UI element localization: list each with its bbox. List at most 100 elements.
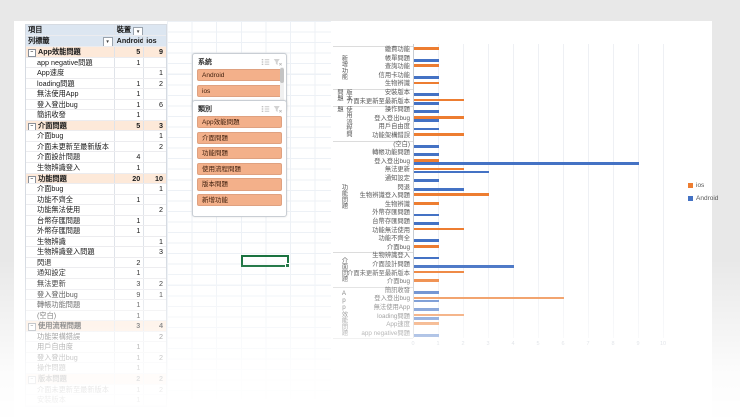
pivot-row[interactable]: −介面bug 1 [26,131,166,142]
device-filter-dropdown[interactable]: ▼ [133,27,144,35]
selected-cell[interactable] [241,255,290,268]
chart-bar-android[interactable] [414,119,439,122]
pivot-row[interactable]: −安裝版本 1 [26,395,166,406]
pivot-row[interactable]: −生物辨識登入問題 3 [26,247,166,258]
pivot-row[interactable]: − 功能問題 20 10 [26,173,166,185]
fill-handle[interactable] [284,262,290,268]
pivot-row[interactable]: − 使用流程問題 3 4 [26,321,166,332]
pivot-row[interactable]: −介面設計問題 4 [26,152,166,164]
scrollbar-thumb[interactable] [280,68,284,83]
pivot-row[interactable]: −台幣存匯問題 1 [26,215,166,227]
slicer-item[interactable]: App效能問題 [197,116,282,129]
slicer-item[interactable]: Android [197,69,282,82]
pivot-row[interactable]: −生物辨識 1 [26,236,166,248]
pivot-row[interactable]: − App效能問題 5 9 [26,47,166,58]
chart-bar-android[interactable] [414,110,439,114]
pivot-row[interactable]: −App速度 1 [26,68,166,79]
chart-bar-android[interactable] [414,308,439,311]
pivot-row[interactable]: −loading問題 1 2 [26,78,166,90]
pivot-row[interactable]: − 版本問題 2 2 [26,373,166,385]
pivot-row[interactable]: −通知設定 1 [26,268,166,280]
pivot-row[interactable]: −功能架構錯誤 2 [26,331,166,343]
pivot-table[interactable]: 項目 裝置▼ 列標籤▼ Android ios −App效能問題 5 9 − [25,24,167,407]
pivot-row[interactable]: −無法使用App 1 [26,89,166,100]
multiselect-icon[interactable] [261,58,270,66]
pivot-row[interactable]: −外幣存匯問題 1 [26,226,166,237]
multiselect-icon[interactable] [261,105,270,113]
collapse-button[interactable]: − [28,122,36,131]
pivot-row[interactable]: −登入登出bug 1 2 [26,352,166,364]
chart-bar-ios[interactable] [414,201,439,205]
chart-bar-android[interactable] [414,187,464,191]
pivot-row[interactable]: −用戶自由度 1 [26,342,166,353]
pivot-row[interactable]: −閃退 2 [26,257,166,269]
chart-bar-android[interactable] [414,265,514,268]
chart-bar-ios[interactable] [414,244,439,248]
collapse-button[interactable]: − [28,375,36,384]
slicer-item[interactable]: 版本問題 [197,178,282,191]
row-labels-filter-dropdown[interactable]: ▼ [102,37,113,46]
pivot-row[interactable]: −登入登出bug 9 1 [26,289,166,301]
slicer-item[interactable]: ios [197,84,282,97]
pivot-row[interactable]: −功能不齊全 1 [26,194,166,206]
pivot-row[interactable]: −app negative問題 1 [26,57,166,69]
pivot-row-label: 無法使用App [37,89,79,99]
chart-bar-android[interactable] [414,334,439,337]
chart-bar-ios[interactable] [414,133,464,136]
pivot-row[interactable]: −介面未更新至最新版本 2 [26,141,166,153]
chart-bar-android[interactable] [414,101,439,105]
chart-bar-android[interactable] [414,170,489,174]
chart-bar-ios[interactable] [414,81,439,85]
pivot-row[interactable]: −(空白) 1 [26,310,166,322]
pivot-row[interactable]: −轉帳功能問題 1 [26,300,166,311]
pivot-row[interactable]: −介面未更新至最新版本 1 2 [26,384,166,396]
chart-bar-android[interactable] [414,76,439,79]
collapse-button[interactable]: − [28,175,36,184]
chart-bar-android[interactable] [414,93,439,96]
chart-bar-ios[interactable] [414,47,439,50]
chart-bar-ios[interactable] [414,227,464,231]
pivot-row[interactable]: −功能無法使用 2 [26,205,166,216]
chart-bar-android[interactable] [414,299,439,303]
chart-bar-android[interactable] [414,291,439,294]
chart-group-label: 功能問題 [340,184,348,209]
pivot-row[interactable]: −無法更新 3 2 [26,279,166,290]
slicer-item[interactable]: 使用流程問題 [197,162,282,175]
pivot-row[interactable]: − 介面問題 5 3 [26,120,166,132]
pivot-row[interactable]: −操作問題 1 [26,363,166,374]
legend-item-ios[interactable]: ios [688,182,704,189]
pivot-row[interactable]: −生物辨識登入 1 [26,163,166,174]
chart-bar-android[interactable] [414,179,439,182]
slicer-item[interactable]: 介面問題 [197,131,282,144]
chart-bar-ios[interactable] [414,270,464,274]
chart-bar-android[interactable] [414,256,439,260]
chart-bar-android[interactable] [414,239,439,243]
pivot-row-label: 操作問題 [37,363,66,373]
chart-bar-ios[interactable] [414,193,489,197]
pivot-row[interactable]: −介面bug 1 [26,184,166,195]
slicer-category[interactable]: 類別 App效能問題 介面問題 功能問題 使用流程問題 版本問題 新增功能 [192,100,287,217]
pivot-row[interactable]: −登入登出bug 1 6 [26,99,166,111]
chart-bar-ios[interactable] [414,279,439,283]
chart-bar-android[interactable] [414,162,639,165]
chart-bar-android[interactable] [414,144,439,148]
bar-chart[interactable]: 0 1 2 3 4 5 6 7 8 9 10 新增功能 繳費功能 帳單問題 查詢功能 信用卡功能 生物辨識 版本問… [331,22,718,396]
collapse-button[interactable]: − [28,49,36,57]
chart-bar-ios[interactable] [414,64,439,68]
chart-bar-android[interactable] [414,127,439,131]
chart-bar-android[interactable] [414,316,439,320]
clear-filter-icon[interactable] [273,105,282,113]
slicer-item[interactable]: 新增功能 [197,193,282,207]
collapse-button[interactable]: − [28,323,36,331]
chart-bar-android[interactable] [414,222,439,225]
pivot-ios-value [144,216,166,226]
legend-item-Android[interactable]: Android [688,195,718,202]
chart-bar-android[interactable] [414,213,439,217]
clear-filter-icon[interactable] [273,58,282,66]
slicer-item[interactable]: 功能問題 [197,147,282,160]
chart-bar-android[interactable] [414,58,439,62]
chart-gridline [463,44,464,339]
chart-bar-ios[interactable] [414,322,439,326]
chart-bar-android[interactable] [414,153,439,157]
pivot-row[interactable]: −簡訊收發 1 [26,110,166,121]
